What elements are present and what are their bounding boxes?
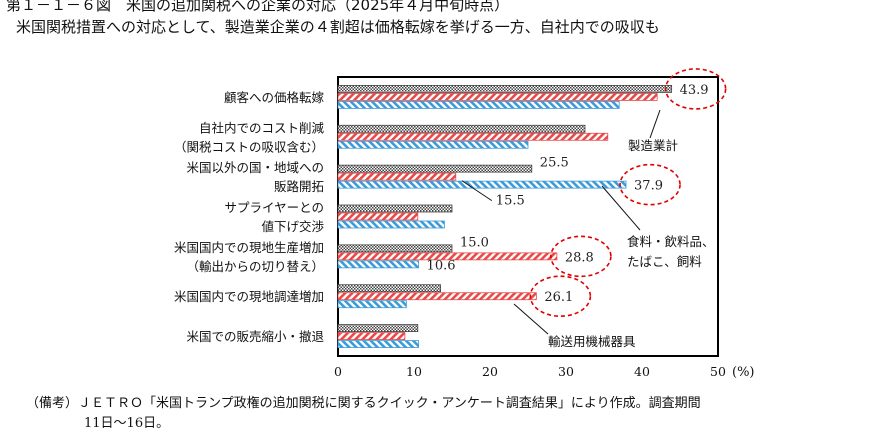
category-label: （輸出からの切り替え） — [186, 259, 324, 274]
bar-1-1 — [337, 132, 609, 141]
data-label: 37.9 — [634, 179, 663, 194]
category-label: 販路開拓 — [274, 179, 324, 194]
bar-2-3 — [337, 220, 445, 229]
bar-2-2 — [337, 180, 627, 189]
highlight-circle — [619, 163, 681, 206]
x-axis-ticks: 0 10 20 30 40 50 (%) — [334, 364, 754, 380]
category-label: 米国以外の国・地域への — [186, 160, 324, 175]
data-label: 15.0 — [460, 235, 489, 250]
data-label: 25.5 — [540, 156, 569, 171]
leader-line — [461, 180, 493, 202]
data-label: 28.8 — [565, 250, 594, 265]
source-note-date: 11日～16日。 — [84, 416, 170, 431]
callout-line — [649, 109, 661, 139]
bar-1-2 — [337, 172, 457, 181]
x-tick-label: 0 — [334, 364, 342, 379]
bar-0-6 — [337, 324, 419, 332]
category-label: サプライヤーとの — [224, 200, 324, 215]
callout-line — [513, 303, 549, 335]
source-note: （備考）ＪＥＴＲＯ「米国トランプ政権の追加関税に関するクイック・アンケート調査結… — [26, 396, 701, 411]
data-label: 26.1 — [544, 290, 573, 305]
bar-1-5 — [337, 292, 537, 301]
chart-title: 第１－１－６図 米国の追加関税への企業の対応（2025年４月中旬時点） — [6, 0, 510, 14]
category-label: 顧客への価格転嫁 — [224, 90, 325, 105]
callout-label: たばこ、飼料 — [627, 254, 702, 269]
category-label: 米国国内での現地生産増加 — [174, 240, 324, 255]
callout-label: 製造業計 — [628, 138, 678, 153]
chart-subtitle: 米国関税措置への対応として、製造業企業の４割超は価格転嫁を挙げる一方、自社内での… — [16, 18, 660, 36]
bar-2-0 — [337, 101, 620, 109]
bar-0-2 — [337, 164, 533, 173]
data-label: 10.6 — [427, 258, 456, 273]
x-tick-label: 30 — [558, 364, 574, 379]
x-tick-label: 50 — [710, 364, 726, 379]
bar-0-4 — [337, 244, 453, 253]
x-axis-unit: (%) — [732, 365, 755, 380]
bar-2-4 — [337, 260, 419, 269]
bar-1-3 — [337, 212, 419, 221]
callout-label: 食料・飲料品、 — [627, 234, 715, 249]
bars-group — [337, 85, 673, 348]
data-labels: 43.9 25.5 15.5 37.9 15.0 28.8 10.6 26.1 — [427, 68, 727, 318]
data-label: 15.5 — [496, 194, 525, 209]
category-label: （関税コストの吸収含む） — [174, 139, 324, 154]
bar-0-1 — [337, 124, 586, 133]
highlight-circle — [550, 235, 612, 278]
callout-line — [601, 185, 641, 231]
bar-0-0 — [337, 85, 673, 93]
bar-1-0 — [337, 93, 658, 101]
highlight-circle — [529, 275, 592, 318]
category-label: 自社内でのコスト削減 — [199, 120, 325, 135]
x-tick-label: 40 — [634, 364, 650, 379]
bar-1-4 — [337, 252, 558, 261]
bar-2-1 — [337, 140, 529, 149]
category-label: 値下げ交渉 — [261, 219, 324, 234]
bar-0-5 — [337, 284, 441, 293]
bar-2-6 — [337, 340, 419, 348]
data-label: 43.9 — [680, 83, 709, 98]
category-label: 米国国内での現地調達増加 — [174, 289, 324, 304]
highlight-circle — [664, 68, 727, 110]
x-tick-label: 10 — [406, 364, 422, 379]
bar-1-6 — [337, 332, 406, 340]
bar-0-3 — [337, 204, 453, 213]
bar-2-5 — [337, 300, 407, 309]
callout-label: 輸送用機械器具 — [548, 334, 636, 349]
x-tick-label: 20 — [482, 364, 498, 379]
category-label: 米国での販売縮小・撤退 — [186, 329, 324, 344]
